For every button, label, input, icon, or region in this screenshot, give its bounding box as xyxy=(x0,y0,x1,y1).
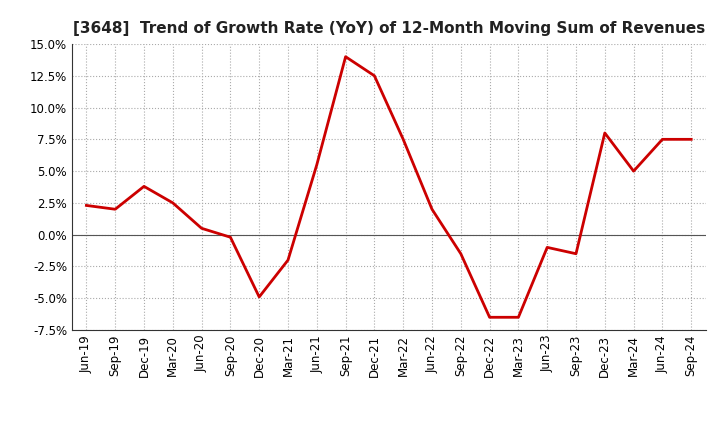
Title: [3648]  Trend of Growth Rate (YoY) of 12-Month Moving Sum of Revenues: [3648] Trend of Growth Rate (YoY) of 12-… xyxy=(73,21,705,36)
